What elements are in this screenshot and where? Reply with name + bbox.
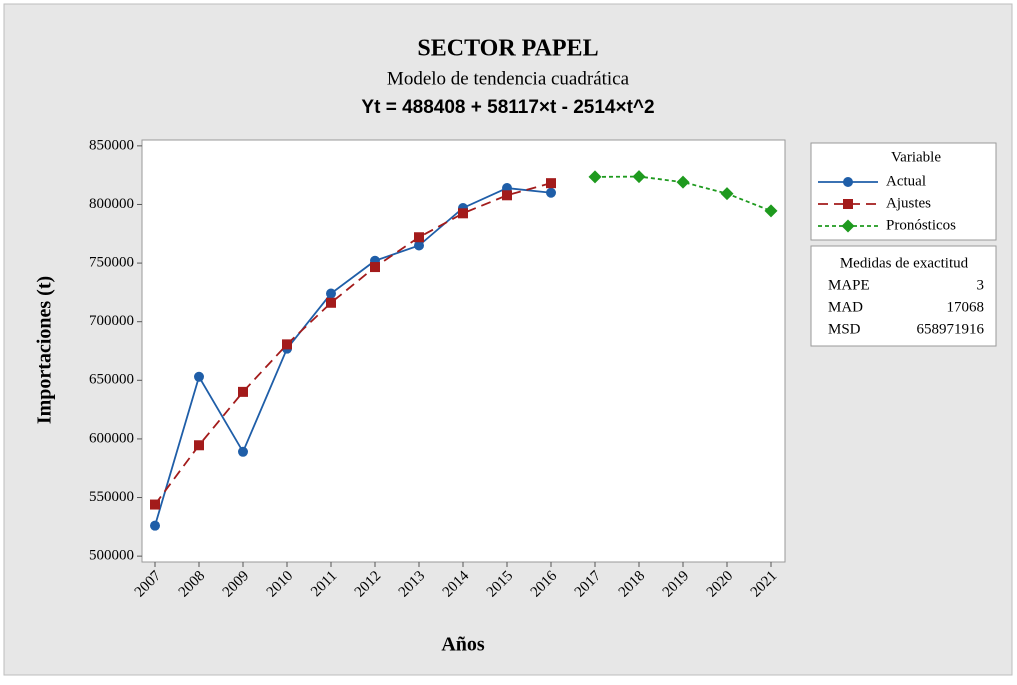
x-axis-label: Años: [441, 634, 485, 656]
marker: [194, 440, 204, 451]
marker: [150, 499, 160, 510]
y-axis-label: Importaciones (t): [34, 276, 56, 424]
chart-subtitle: Modelo de tendencia cuadrática: [387, 68, 630, 89]
accuracy-title: Medidas de exactitud: [840, 255, 969, 271]
accuracy-label: MSD: [828, 321, 861, 337]
y-tick-label: 550000: [89, 489, 134, 505]
accuracy-label: MAD: [828, 299, 863, 315]
marker: [414, 232, 424, 243]
marker: [843, 199, 853, 209]
legend-label: Ajustes: [886, 195, 931, 211]
marker: [502, 190, 512, 201]
y-tick-label: 850000: [89, 137, 134, 153]
marker: [194, 371, 204, 382]
marker: [150, 520, 160, 531]
marker: [632, 170, 646, 184]
marker: [720, 187, 734, 201]
legend-box: [810, 142, 997, 241]
marker: [370, 262, 380, 273]
marker: [282, 339, 292, 350]
equation: Yt = 488408 + 58117×t - 2514×t^2: [361, 97, 654, 118]
accuracy-value: 3: [977, 277, 985, 293]
marker: [458, 208, 468, 219]
y-tick-label: 500000: [89, 548, 134, 564]
y-tick-label: 650000: [89, 372, 134, 388]
y-tick-label: 750000: [89, 255, 134, 271]
marker: [841, 219, 855, 233]
marker: [546, 187, 556, 198]
y-tick-label: 600000: [89, 430, 134, 446]
marker: [238, 386, 248, 397]
marker: [676, 175, 690, 189]
y-tick-label: 800000: [89, 196, 134, 212]
accuracy-label: MAPE: [828, 277, 870, 293]
accuracy-value: 17068: [947, 299, 985, 315]
marker: [843, 177, 853, 187]
accuracy-box: [810, 245, 997, 347]
chart-title: SECTOR PAPEL: [417, 36, 598, 62]
series-line: [154, 187, 552, 526]
legend-title: Variable: [891, 149, 941, 165]
series-line: [154, 182, 552, 506]
marker: [238, 446, 248, 457]
legend-label: Actual: [886, 173, 926, 189]
series-line: [594, 175, 772, 212]
marker: [326, 288, 336, 299]
y-tick-label: 700000: [89, 313, 134, 329]
marker: [588, 170, 602, 184]
marker: [326, 297, 336, 308]
marker: [764, 204, 778, 218]
accuracy-value: 658971916: [917, 321, 985, 337]
legend-label: Pronósticos: [886, 217, 956, 233]
marker: [414, 240, 424, 251]
marker: [546, 178, 556, 189]
